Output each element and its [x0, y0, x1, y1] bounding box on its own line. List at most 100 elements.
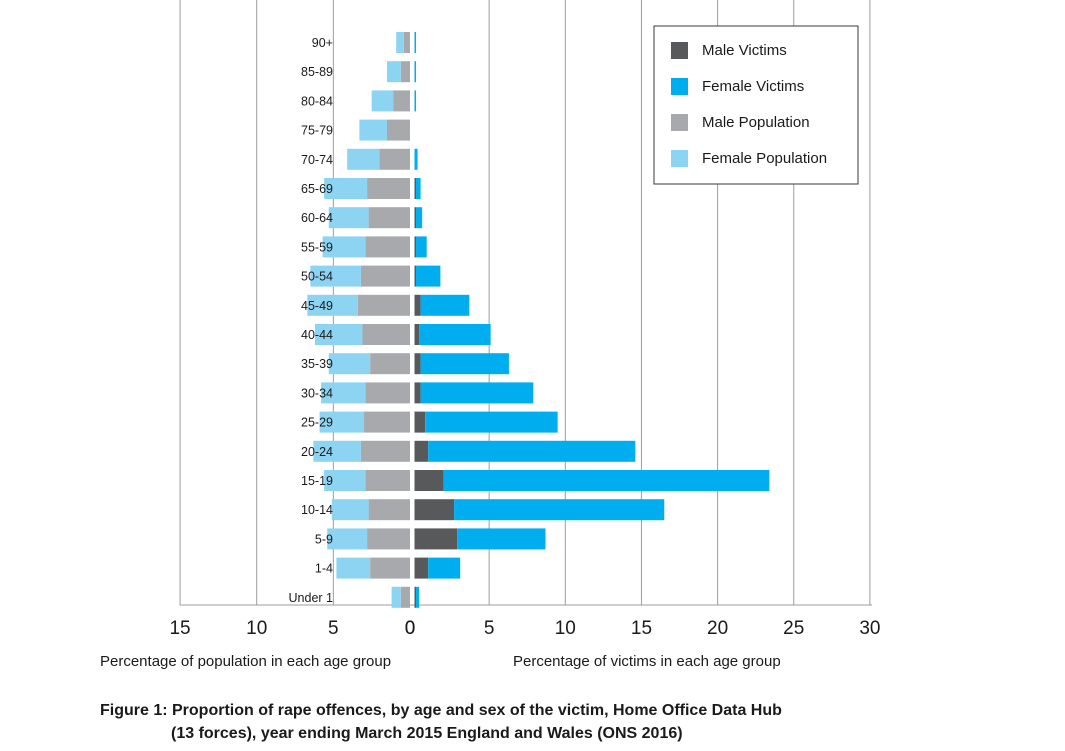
bar-male-population-40-44 [362, 324, 410, 345]
bar-male-victims-60-64 [414, 207, 417, 229]
bar-female-victims-20-24 [428, 440, 636, 462]
age-label-25-29: 25-29 [301, 416, 333, 430]
bar-female-population-25-29 [319, 411, 365, 433]
bar-male-victims-10-14 [414, 499, 455, 521]
bar-female-population-35-39 [328, 353, 371, 375]
bar-male-victims-65-69 [414, 178, 417, 199]
legend-swatch-female-victims [671, 78, 688, 95]
age-label-70-74: 70-74 [301, 153, 333, 167]
right-tick-30: 30 [859, 618, 880, 639]
bar-male-population-35-39 [370, 353, 410, 375]
bar-male-population-90 [403, 32, 410, 53]
bar-female-victims-65-69 [416, 178, 421, 199]
age-label-55-59: 55-59 [301, 240, 333, 254]
bar-male-population-25-29 [364, 411, 410, 433]
bar-male-population-80-84 [393, 90, 410, 112]
caption-line-1: Figure 1: Proportion of rape offences, b… [100, 702, 782, 719]
bar-female-victims-55-59 [416, 236, 427, 258]
tick-labels: 15 10 5 00 5 10 15 20 25 30 [169, 618, 880, 639]
right-axis-label: Percentage of victims in each age group [513, 653, 781, 670]
bar-male-population-20-24 [360, 440, 410, 462]
bars [307, 32, 770, 608]
legend-swatch-male-population [671, 114, 688, 131]
bar-male-victims-20-24 [414, 440, 429, 462]
bar-female-victims-10-14 [454, 499, 665, 521]
bar-male-population-55-59 [365, 236, 410, 258]
bar-female-population-15-19 [324, 470, 366, 491]
bar-male-population-5-9 [367, 528, 410, 550]
age-label-50-54: 50-54 [301, 270, 333, 284]
bar-female-victims-35-39 [420, 353, 509, 375]
bar-female-victims-5-9 [457, 528, 546, 550]
bar-female-victims-50-54 [416, 265, 441, 287]
legend-label-female-victims: Female Victims [702, 78, 804, 95]
right-tick-25: 25 [783, 618, 804, 639]
bar-female-victims-under-1 [416, 586, 420, 608]
legend-label-male-population: Male Population [702, 114, 810, 131]
bar-male-victims-15-19 [414, 470, 444, 491]
bar-female-population-55-59 [322, 236, 366, 258]
left-axis-label: Percentage of population in each age gro… [100, 653, 392, 670]
bar-male-population-65-69 [367, 178, 410, 199]
age-label-80-84: 80-84 [301, 94, 333, 108]
bar-female-population-75-79 [359, 119, 388, 141]
bar-male-victims-50-54 [414, 265, 417, 287]
age-label-75-79: 75-79 [301, 124, 333, 138]
bar-female-victims-30-34 [420, 382, 534, 404]
age-label-60-64: 60-64 [301, 211, 333, 225]
age-label-65-69: 65-69 [301, 182, 333, 196]
right-tick-20: 20 [707, 618, 728, 639]
bar-male-victims-5-9 [414, 528, 458, 550]
bar-female-victims-85-89 [414, 61, 417, 83]
bar-female-population-90 [396, 32, 404, 53]
bar-male-victims-35-39 [414, 353, 421, 375]
bar-female-population-10-14 [331, 499, 369, 521]
bar-female-population-30-34 [321, 382, 366, 404]
age-label-under-1: Under 1 [289, 591, 334, 605]
bar-female-population-45-49 [307, 294, 358, 316]
legend-label-male-victims: Male Victims [702, 42, 787, 59]
bar-male-victims-30-34 [414, 382, 421, 404]
bar-male-victims-1-4 [414, 557, 429, 579]
age-label-35-39: 35-39 [301, 357, 333, 371]
bar-female-population-under-1 [391, 586, 401, 608]
left-tick-5: 5 [328, 618, 339, 639]
bar-male-population-70-74 [379, 148, 410, 170]
bar-male-victims-55-59 [414, 236, 417, 258]
bar-male-population-50-54 [360, 265, 410, 287]
bar-male-population-75-79 [387, 119, 410, 141]
bar-male-population-1-4 [370, 557, 410, 579]
bar-female-population-5-9 [327, 528, 368, 550]
bar-female-victims-60-64 [416, 207, 423, 229]
age-label-40-44: 40-44 [301, 328, 333, 342]
right-tick-10: 10 [555, 618, 576, 639]
bar-male-victims-45-49 [414, 294, 421, 316]
left-tick-10: 10 [246, 618, 267, 639]
legend-swatch-male-victims [671, 42, 688, 59]
bar-female-population-80-84 [371, 90, 394, 112]
bar-female-population-20-24 [313, 440, 361, 462]
bar-male-victims-40-44 [414, 324, 420, 345]
bar-female-population-50-54 [310, 265, 361, 287]
bar-female-victims-15-19 [443, 470, 770, 491]
caption-line-2: (13 forces), year ending March 2015 Engl… [171, 725, 683, 742]
age-label-20-24: 20-24 [301, 445, 333, 459]
right-tick-5: 5 [484, 618, 495, 639]
age-label-85-89: 85-89 [301, 65, 333, 79]
bar-male-victims-under-1 [414, 586, 417, 608]
bar-female-population-1-4 [336, 557, 371, 579]
bar-female-victims-40-44 [419, 324, 491, 345]
bar-female-victims-45-49 [420, 294, 470, 316]
bar-female-population-65-69 [324, 178, 368, 199]
bar-male-population-45-49 [357, 294, 410, 316]
bar-female-victims-25-29 [425, 411, 558, 433]
age-label-45-49: 45-49 [301, 299, 333, 313]
age-label-10-14: 10-14 [301, 503, 333, 517]
bar-male-population-15-19 [365, 470, 410, 491]
left-tick-15: 15 [169, 618, 190, 639]
left-tick-0: 0 [405, 618, 416, 639]
age-label-15-19: 15-19 [301, 474, 333, 488]
age-label-90: 90+ [312, 36, 333, 50]
bar-female-victims-1-4 [428, 557, 461, 579]
